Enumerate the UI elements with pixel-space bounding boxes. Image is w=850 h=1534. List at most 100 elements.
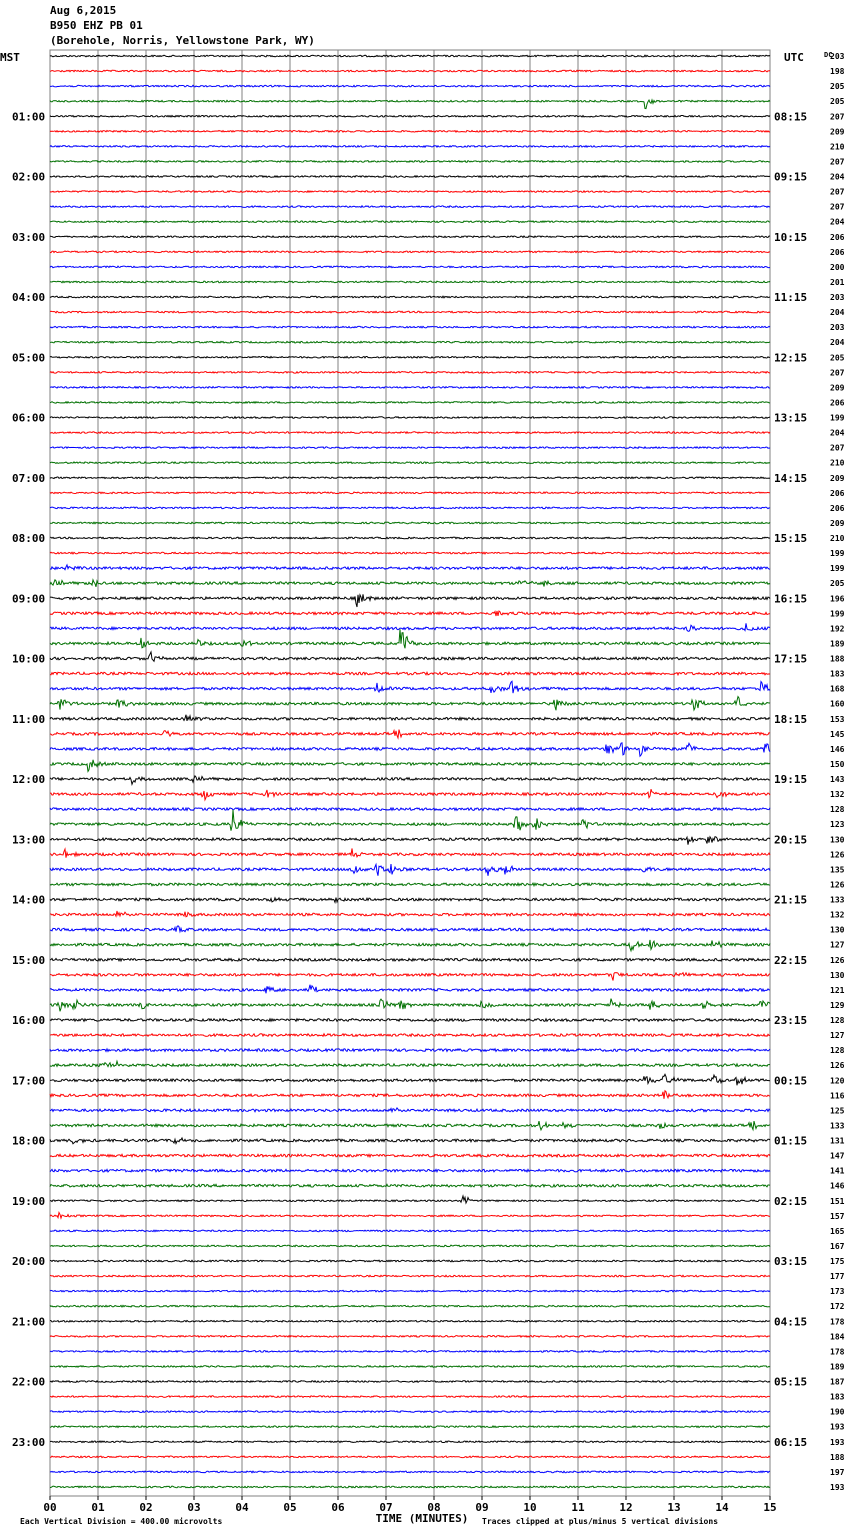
dc-offset-label: 209 [830, 474, 845, 483]
mst-label: MST [0, 51, 20, 64]
dc-offset-label: 199 [830, 414, 845, 423]
dc-offset-label: 209 [830, 383, 845, 392]
trace-row [49, 670, 771, 677]
utc-hour-label: 15:15 [774, 532, 807, 545]
trace-row [49, 862, 771, 876]
trace-row [49, 1424, 771, 1429]
trace-row [50, 84, 771, 88]
plot-grid [49, 49, 771, 1497]
trace-row [50, 1455, 771, 1459]
dc-offset-label: 189 [830, 1362, 845, 1371]
dc-offset-label: 207 [830, 112, 845, 121]
dc-offset-label: 150 [830, 760, 845, 769]
dc-offset-label: 123 [830, 820, 845, 829]
mst-hour-label: 16:00 [12, 1014, 45, 1027]
utc-hour-label: 08:15 [774, 110, 807, 123]
dc-offset-label: 147 [830, 1152, 845, 1161]
trace-row [49, 506, 771, 510]
trace-row [49, 1106, 771, 1114]
trace-row [49, 1017, 771, 1023]
utc-hour-label: 20:15 [774, 833, 807, 846]
x-tick-label: 01 [91, 1501, 105, 1514]
mst-hour-label: 21:00 [12, 1315, 45, 1328]
trace-row [49, 310, 771, 314]
trace-row [49, 1168, 771, 1174]
trace-row [49, 1274, 771, 1278]
dc-offset-label: 207 [830, 444, 845, 453]
footer-scale-note: Each Vertical Division = 400.00 microvol… [20, 1516, 222, 1526]
dc-offset-label: 128 [830, 1016, 845, 1025]
trace-row [49, 235, 771, 239]
x-tick-label: 02 [139, 1501, 152, 1514]
utc-hour-label: 18:15 [774, 713, 807, 726]
trace-row [49, 835, 771, 845]
mst-hour-label: 13:00 [12, 833, 45, 846]
utc-hour-label: 01:15 [774, 1135, 807, 1148]
dc-offset-label: 126 [830, 850, 845, 859]
dc-offset-label: 143 [830, 775, 845, 784]
dc-offset-label: 126 [830, 956, 845, 965]
trace-row [49, 971, 771, 981]
mst-hour-label: 11:00 [12, 713, 45, 726]
mst-hour-label: 18:00 [12, 1135, 45, 1148]
dc-offset-label: 206 [830, 398, 845, 407]
dc-offset-label: 199 [830, 549, 845, 558]
utc-hour-label: 05:15 [774, 1376, 807, 1389]
dc-offset-label: 210 [830, 534, 845, 543]
mst-hour-label: 15:00 [12, 954, 45, 967]
utc-hour-label: 02:15 [774, 1195, 807, 1208]
x-tick-label: 08 [427, 1501, 440, 1514]
trace-row [49, 476, 771, 480]
trace-row [49, 957, 771, 963]
dc-offset-label: 203 [830, 293, 845, 302]
trace-row [49, 806, 771, 812]
utc-hour-label: 22:15 [774, 954, 807, 967]
dc-offset-label: 157 [830, 1212, 845, 1221]
trace-row [49, 1289, 771, 1293]
trace-row [50, 910, 771, 918]
trace-row [49, 1304, 770, 1308]
dc-offset-label: 192 [830, 624, 845, 633]
dc-offset-label: 178 [830, 1317, 845, 1326]
dc-offset-label: 207 [830, 368, 845, 377]
trace-row [50, 789, 771, 802]
utc-hour-label: 03:15 [774, 1255, 807, 1268]
dc-offset-label: 126 [830, 880, 845, 889]
trace-row [49, 325, 771, 329]
dc-offset-label: 151 [830, 1197, 845, 1206]
trace-row [49, 1379, 771, 1384]
x-tick-label: 09 [475, 1501, 488, 1514]
mst-hour-label: 08:00 [12, 532, 45, 545]
dc-offset-label: 188 [830, 655, 845, 664]
dc-offset-label: 183 [830, 1393, 845, 1402]
trace-row [49, 896, 771, 904]
trace-row [49, 385, 770, 390]
dc-offset-label: 145 [830, 730, 845, 739]
trace-row [49, 1089, 771, 1100]
utc-hour-label: 04:15 [774, 1315, 807, 1328]
trace-row [49, 1259, 771, 1263]
utc-hour-label: 00:15 [774, 1074, 807, 1087]
trace-row [49, 714, 771, 722]
mst-hour-label: 02:00 [12, 171, 45, 184]
trace-row [49, 593, 771, 608]
dc-offset-label: 206 [830, 233, 845, 242]
trace-row [49, 1440, 771, 1444]
dc-label: DC [824, 51, 832, 59]
trace-row [49, 774, 771, 787]
utc-hour-label: 17:15 [774, 653, 807, 666]
mst-hour-label: 04:00 [12, 291, 45, 304]
trace-row [49, 610, 771, 617]
dc-offset-label: 116 [830, 1091, 845, 1100]
utc-hour-label: 06:15 [774, 1436, 807, 1449]
trace-row [49, 939, 771, 953]
trace-row [50, 280, 771, 284]
dc-offset-label: 197 [830, 1468, 845, 1477]
dc-offset-label: 177 [830, 1272, 845, 1281]
trace-row [49, 1032, 771, 1038]
dc-offset-label: 193 [830, 1438, 845, 1447]
trace-row [49, 114, 771, 118]
trace-row [49, 1211, 771, 1220]
trace-row [49, 340, 771, 344]
